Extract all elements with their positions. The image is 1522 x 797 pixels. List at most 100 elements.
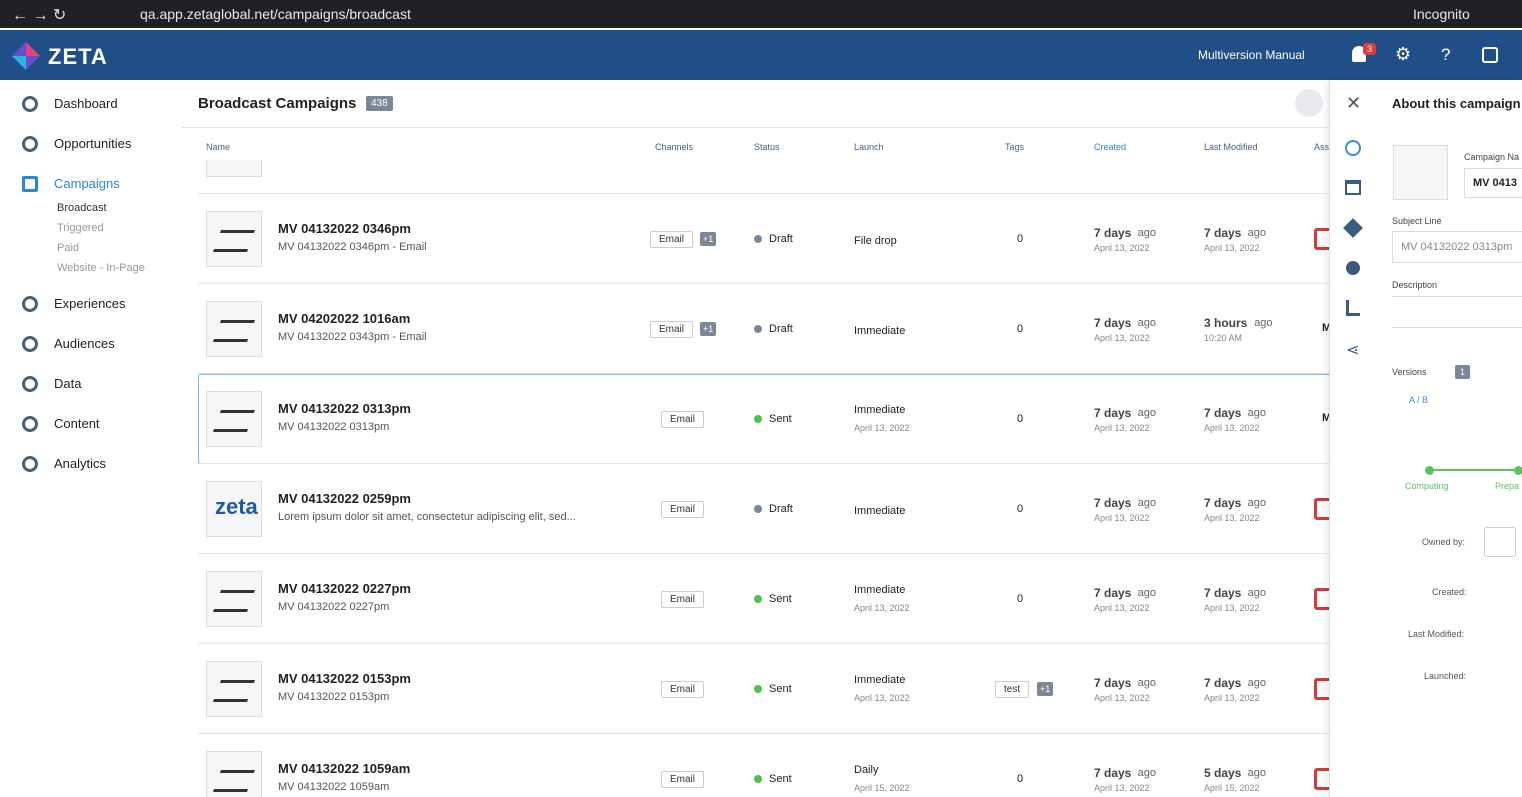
nav-item[interactable]: Campaigns: [54, 176, 120, 191]
asset-icon: [1314, 228, 1329, 250]
created-suffix: ago: [1137, 407, 1156, 419]
nav-icon[interactable]: [22, 176, 38, 192]
description-field[interactable]: [1392, 296, 1522, 328]
asset-icon: [1314, 678, 1329, 700]
channel-extra: +1: [700, 232, 717, 246]
modified-suffix: ago: [1247, 767, 1266, 779]
account[interactable]: Multiversion Manual: [1198, 48, 1305, 62]
subject-value: MV 04132022 0313pm: [1401, 241, 1513, 253]
column-header[interactable]: Channels: [655, 142, 694, 152]
url[interactable]: qa.app.zetaglobal.net/campaigns/broadcas…: [140, 6, 411, 22]
nav-item[interactable]: Analytics: [54, 456, 107, 471]
info-tab[interactable]: [1345, 140, 1361, 156]
status: Sent: [769, 683, 792, 695]
nav-icon[interactable]: [22, 416, 38, 432]
row-divider: [198, 553, 1329, 554]
column-header[interactable]: Ass: [1314, 142, 1329, 152]
created-suffix: ago: [1137, 587, 1156, 599]
nav-item[interactable]: Data: [54, 376, 82, 391]
column-header[interactable]: Name: [206, 142, 231, 152]
created-ago: 7 days: [1094, 766, 1132, 780]
thumbnail-image: [212, 230, 256, 252]
logo-mark: [12, 42, 40, 70]
campaign-name[interactable]: MV 04132022 0346pm: [278, 221, 411, 236]
nav-icon[interactable]: [22, 296, 38, 312]
asset: M: [1322, 322, 1329, 334]
status-dot: [754, 775, 762, 783]
nav-subitem[interactable]: Website - In-Page: [57, 262, 145, 274]
tag-chip: test: [995, 681, 1030, 698]
launch: Immediate: [854, 404, 906, 416]
nav-item[interactable]: Experiences: [54, 296, 126, 311]
campaign-subtitle: MV 04132022 0343pm - Email: [278, 331, 427, 343]
campaign-name[interactable]: MV 04202022 1016am: [278, 311, 411, 326]
campaign-name[interactable]: MV 04132022 0259pm: [278, 491, 411, 506]
step-label: Computing: [1405, 481, 1449, 491]
column-header[interactable]: Tags: [1005, 142, 1025, 152]
logo[interactable]: ZETA: [48, 44, 108, 69]
status-dot: [754, 415, 762, 423]
modified-ago: 3 hours: [1204, 316, 1248, 330]
created-date: April 13, 2022: [1094, 423, 1150, 433]
tags: 0: [1017, 323, 1024, 335]
created-suffix: ago: [1137, 497, 1156, 509]
name-field[interactable]: [1464, 168, 1522, 198]
progress-dot: [1425, 466, 1434, 475]
column-header[interactable]: Created: [1094, 142, 1127, 152]
launch-date: April 13, 2022: [854, 693, 910, 703]
nav-item[interactable]: Content: [54, 416, 100, 431]
nav-subitem[interactable]: Triggered: [57, 222, 104, 234]
share-tab[interactable]: ⋖: [1346, 342, 1360, 359]
created-suffix: ago: [1137, 317, 1156, 329]
column-header[interactable]: Last Modified: [1204, 142, 1258, 152]
created-date: April 13, 2022: [1094, 513, 1150, 523]
subject-field[interactable]: [1392, 231, 1522, 263]
nav-item[interactable]: Dashboard: [54, 96, 118, 111]
description-label: Description: [1392, 280, 1438, 290]
modified-suffix: ago: [1254, 317, 1273, 329]
modified-suffix: ago: [1247, 407, 1266, 419]
versions-label: Versions: [1392, 367, 1427, 377]
launch-date: April 15, 2022: [854, 783, 910, 793]
nav-icon[interactable]: [22, 456, 38, 472]
sidebar: Dashboard Opportunities Campaigns Broadcast…: [0, 80, 182, 797]
nav-icon[interactable]: [22, 96, 38, 112]
status: Draft: [769, 233, 793, 245]
owner-field[interactable]: [1484, 527, 1516, 557]
nav-item[interactable]: Audiences: [54, 336, 115, 351]
thumbnail-image: [212, 320, 256, 342]
created-date: April 13, 2022: [1094, 783, 1150, 793]
analytics-tab[interactable]: [1346, 300, 1360, 316]
nav-subitem[interactable]: Paid: [57, 242, 80, 254]
search-button[interactable]: [1295, 89, 1323, 117]
bell-icon[interactable]: [1352, 46, 1366, 62]
asset-icon: [1314, 768, 1329, 790]
campaign-name[interactable]: MV 04132022 0313pm: [278, 401, 411, 416]
asset-icon: [1314, 588, 1329, 610]
status: Sent: [769, 773, 792, 785]
schedule-tab[interactable]: [1345, 180, 1361, 195]
progress-dot: [1514, 466, 1522, 475]
campaign-name[interactable]: MV 04132022 1059am: [278, 761, 411, 776]
settings-icon[interactable]: ⚙: [1395, 44, 1412, 64]
campaign-name[interactable]: MV 04132022 0153pm: [278, 671, 411, 686]
column-header[interactable]: Launch: [854, 142, 884, 152]
nav-icon[interactable]: [22, 336, 38, 352]
nav-icon[interactable]: [22, 136, 38, 152]
created-ago: 7 days: [1094, 586, 1132, 600]
nav-buttons[interactable]: ← → ↻: [12, 7, 67, 24]
close-button[interactable]: ✕: [1346, 93, 1362, 113]
campaign-name[interactable]: MV 04132022 0227pm: [278, 581, 411, 596]
user-icon[interactable]: [1482, 47, 1498, 63]
row-selected[interactable]: [198, 374, 1329, 464]
status-dot: [754, 685, 762, 693]
thumbnail-image: [212, 590, 256, 612]
notification-badge: 3: [1363, 43, 1377, 55]
nav-subitem[interactable]: Broadcast: [57, 202, 107, 214]
help-icon[interactable]: ?: [1441, 45, 1451, 64]
created-date: April 13, 2022: [1094, 603, 1150, 613]
nav-item[interactable]: Opportunities: [54, 136, 132, 151]
column-header[interactable]: Status: [754, 142, 780, 152]
audience-tab[interactable]: [1346, 261, 1360, 275]
nav-icon[interactable]: [22, 376, 38, 392]
